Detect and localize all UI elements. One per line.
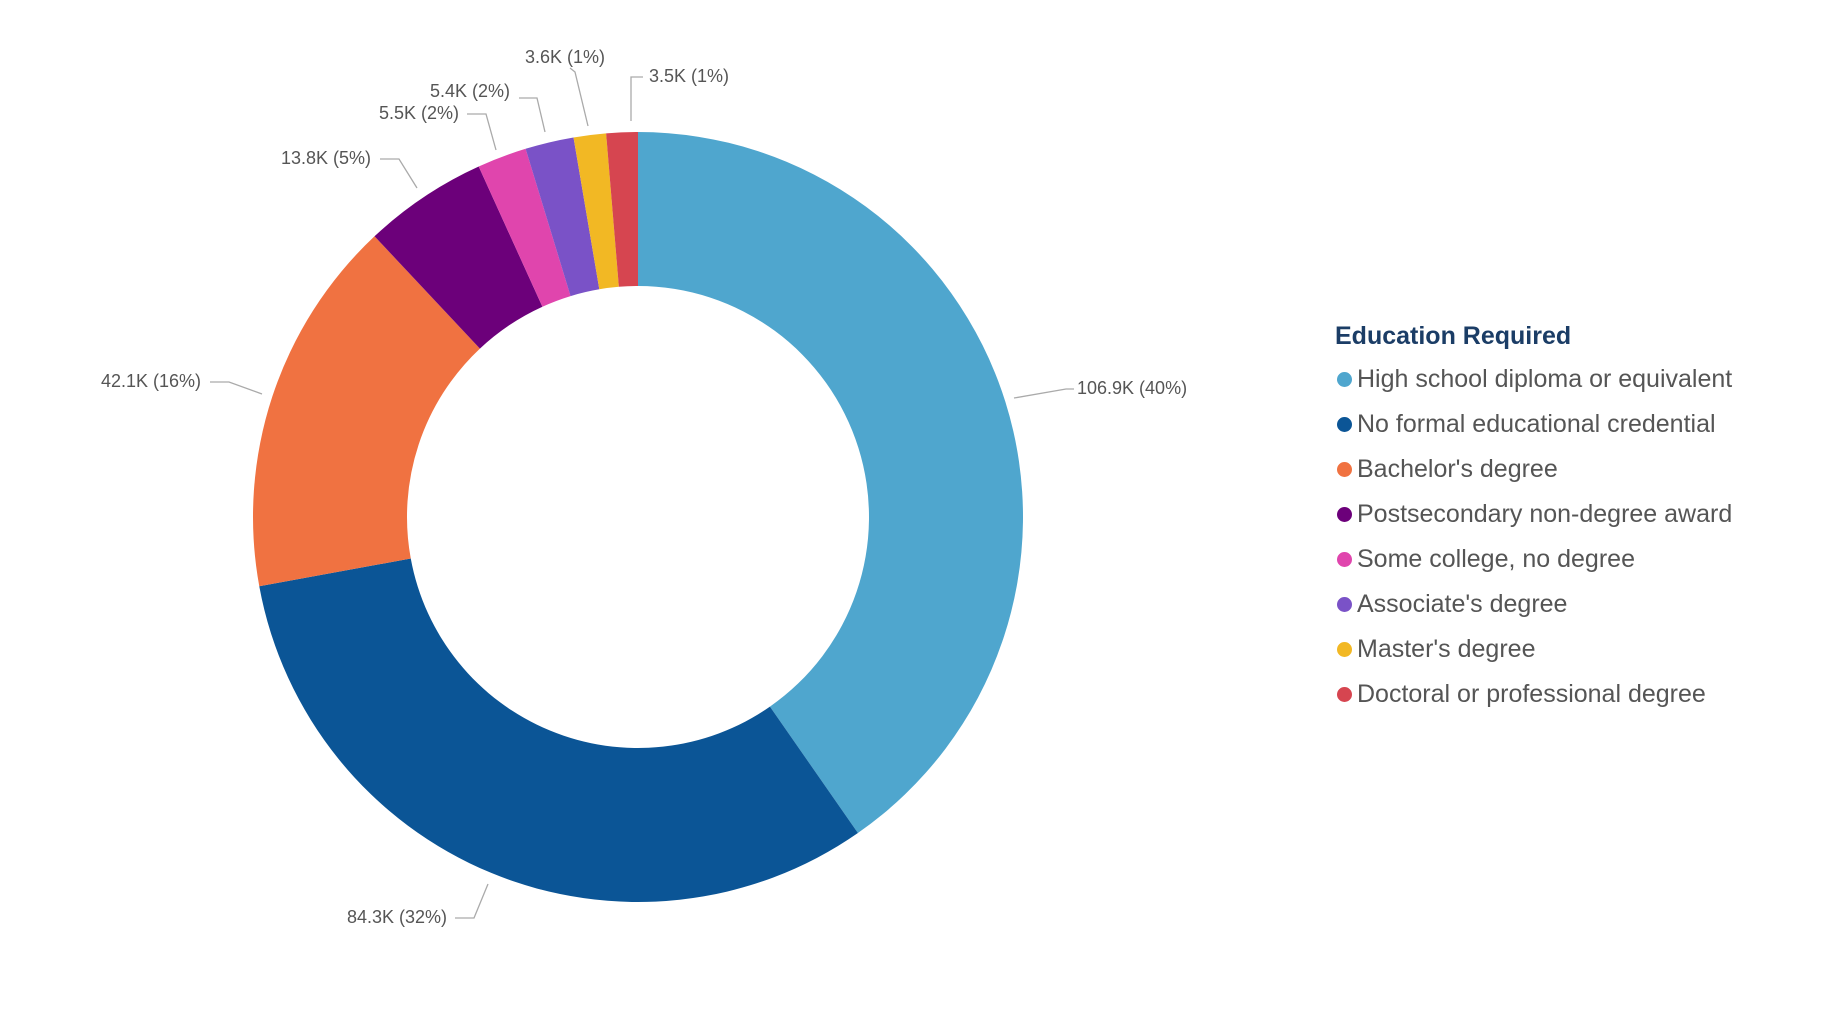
donut-slice[interactable] xyxy=(478,148,571,307)
legend-label: Postsecondary non-degree award xyxy=(1357,500,1733,528)
legend-item[interactable]: Doctoral or professional degree xyxy=(1333,672,1732,717)
leader-line xyxy=(1013,388,1074,399)
leader-line xyxy=(380,158,418,189)
donut-slice[interactable] xyxy=(525,137,600,297)
legend-dot-icon xyxy=(1337,642,1352,657)
data-label: 84.3K (32%) xyxy=(347,907,447,927)
legend-dot-icon xyxy=(1337,372,1352,387)
legend-item[interactable]: Associate's degree xyxy=(1333,582,1732,627)
data-label: 13.8K (5%) xyxy=(281,148,371,168)
data-label: 5.4K (2%) xyxy=(430,81,510,101)
legend-label: Bachelor's degree xyxy=(1357,455,1558,483)
legend-item[interactable]: Bachelor's degree xyxy=(1333,447,1732,492)
legend-label: Doctoral or professional degree xyxy=(1357,680,1706,708)
data-label: 42.1K (16%) xyxy=(101,371,201,391)
legend-dot-icon xyxy=(1337,597,1352,612)
data-label: 3.6K (1%) xyxy=(525,47,605,67)
data-label: 106.9K (40%) xyxy=(1077,378,1187,398)
leader-line xyxy=(210,381,263,395)
legend-item[interactable]: Some college, no degree xyxy=(1333,537,1732,582)
data-label: 3.5K (1%) xyxy=(649,66,729,86)
legend-item[interactable]: Master's degree xyxy=(1333,627,1732,672)
legend-item[interactable]: High school diploma or equivalent xyxy=(1333,357,1732,402)
legend-label: High school diploma or equivalent xyxy=(1357,365,1733,393)
legend-label: Some college, no degree xyxy=(1357,545,1635,573)
legend-item[interactable]: No formal educational credential xyxy=(1333,402,1732,447)
legend: Education Required High school diploma o… xyxy=(1333,322,1732,717)
leader-line xyxy=(569,67,589,127)
legend-item[interactable]: Postsecondary non-degree award xyxy=(1333,492,1732,537)
leader-line xyxy=(455,883,489,919)
donut-slice[interactable] xyxy=(606,132,638,287)
donut-slice[interactable] xyxy=(374,166,543,349)
legend-title: Education Required xyxy=(1335,322,1572,350)
donut-slice[interactable] xyxy=(573,133,619,290)
legend-label: Associate's degree xyxy=(1357,590,1568,618)
legend-dot-icon xyxy=(1337,462,1352,477)
legend-label: No formal educational credential xyxy=(1357,410,1716,438)
legend-dot-icon xyxy=(1337,507,1352,522)
legend-dot-icon xyxy=(1337,552,1352,567)
leader-line xyxy=(519,97,546,133)
legend-dot-icon xyxy=(1337,687,1352,702)
leader-line xyxy=(630,76,643,121)
data-label: 5.5K (2%) xyxy=(379,103,459,123)
donut-slice[interactable] xyxy=(253,236,480,587)
leader-line xyxy=(467,113,497,151)
donut-slice[interactable] xyxy=(259,558,858,903)
donut-slice[interactable] xyxy=(638,132,1024,834)
legend-label: Master's degree xyxy=(1357,635,1536,663)
legend-dot-icon xyxy=(1337,417,1352,432)
